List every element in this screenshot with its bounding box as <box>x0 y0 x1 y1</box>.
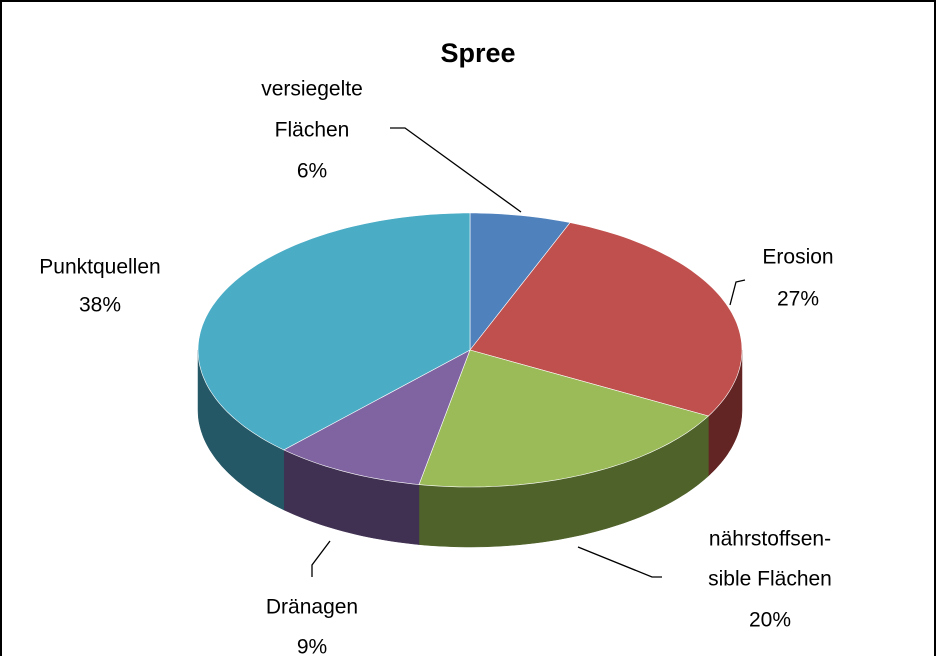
data-label-value: 20% <box>749 609 791 632</box>
data-label-value: 38% <box>79 294 121 317</box>
pie-slice <box>418 349 710 488</box>
leader-line <box>577 546 662 578</box>
pie-slice <box>469 212 571 351</box>
data-label: Flächen <box>275 119 350 142</box>
data-label: Erosion <box>762 246 833 269</box>
data-label: versiegelte <box>261 78 363 101</box>
pie-slice <box>197 212 471 451</box>
leader-line <box>729 279 746 306</box>
pie-slice <box>283 349 471 485</box>
pie-slice <box>469 222 743 417</box>
data-label-value: 6% <box>297 160 327 183</box>
data-label: Dränagen <box>266 596 358 619</box>
leader-line <box>390 127 522 213</box>
data-label-value: 9% <box>297 636 327 656</box>
chart-title: Spree <box>440 38 515 68</box>
data-label: Punktquellen <box>39 256 160 279</box>
leader-line <box>311 540 331 577</box>
data-label: sible Flächen <box>708 568 832 591</box>
data-label: nährstoffsen- <box>709 528 831 551</box>
data-label-value: 27% <box>777 288 819 311</box>
